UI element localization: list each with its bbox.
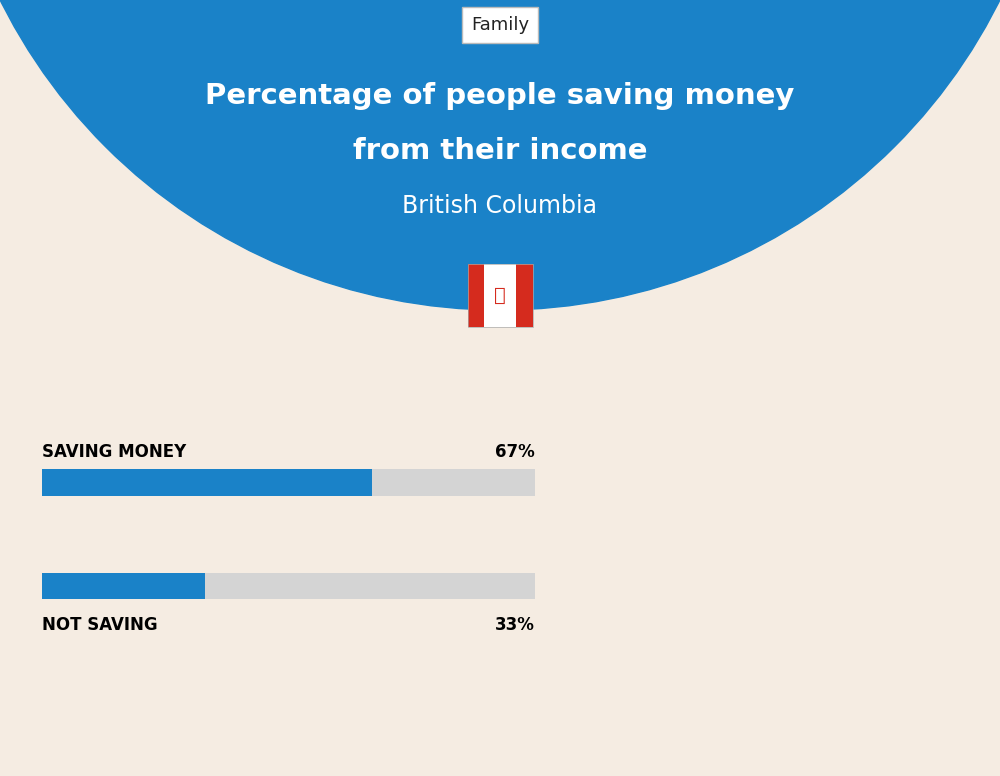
Text: 🍁: 🍁 bbox=[494, 286, 506, 305]
Text: Percentage of people saving money: Percentage of people saving money bbox=[205, 82, 795, 110]
Text: British Columbia: British Columbia bbox=[402, 194, 598, 217]
Bar bbox=[42, 469, 372, 496]
Bar bbox=[468, 264, 484, 327]
Text: 67%: 67% bbox=[495, 442, 535, 461]
Text: SAVING MONEY: SAVING MONEY bbox=[42, 442, 186, 461]
Bar bbox=[42, 469, 535, 496]
Text: from their income: from their income bbox=[353, 137, 647, 165]
Bar bbox=[516, 264, 532, 327]
Bar bbox=[42, 573, 535, 599]
Bar bbox=[484, 264, 516, 327]
Bar bbox=[468, 264, 532, 327]
Text: NOT SAVING: NOT SAVING bbox=[42, 615, 158, 634]
Bar bbox=[42, 573, 205, 599]
Text: Family: Family bbox=[471, 16, 529, 34]
Ellipse shape bbox=[0, 0, 1000, 310]
Text: 33%: 33% bbox=[495, 615, 535, 634]
